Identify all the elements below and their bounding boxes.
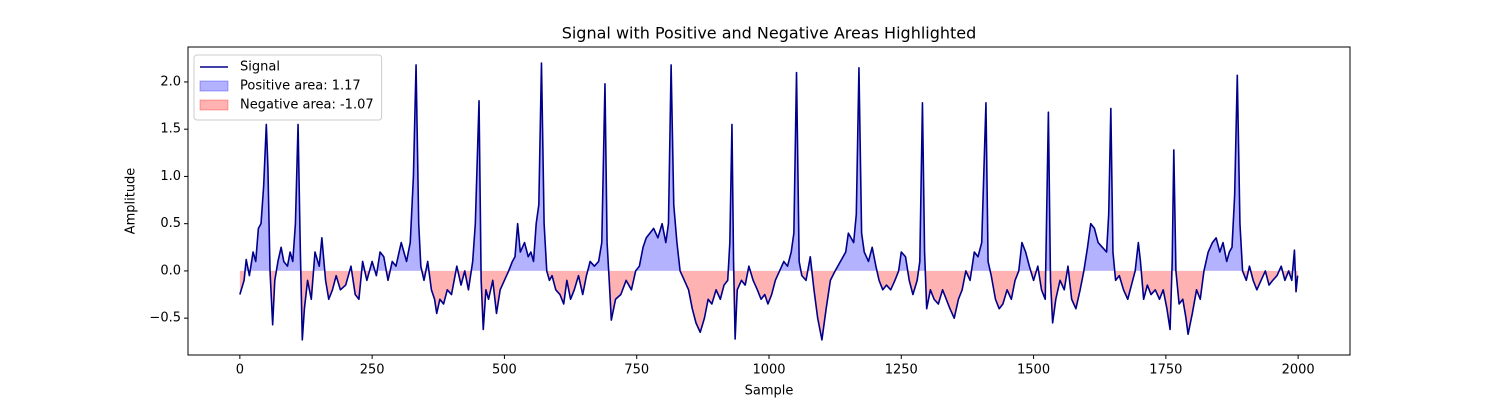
x-tick-label: 1000 [752, 363, 785, 378]
x-axis-label: Sample [745, 384, 794, 399]
x-tick-label: 1500 [1017, 363, 1050, 378]
y-tick-label: 1.0 [160, 169, 181, 184]
legend: Signal Positive area: 1.17 Negative area: … [193, 54, 383, 121]
legend-patch [199, 80, 229, 92]
x-tick-label: 750 [624, 363, 649, 378]
x-tick-label: 250 [360, 363, 385, 378]
legend-patch [199, 99, 229, 111]
area-fill [239, 270, 1298, 340]
axes-frame [187, 46, 1351, 356]
y-tick-label: −0.5 [149, 311, 181, 326]
chart-title: Signal with Positive and Negative Areas … [562, 24, 977, 43]
legend-label: Signal [240, 60, 280, 75]
signal-line [239, 62, 1299, 341]
x-tick-label: 0 [236, 363, 244, 378]
legend-label: Positive area: 1.17 [240, 79, 361, 94]
x-tick-label: 1750 [1149, 363, 1182, 378]
y-tick-label: 1.5 [160, 122, 181, 137]
y-axis-label: Amplitude [124, 168, 139, 235]
x-tick-label: 1250 [885, 363, 918, 378]
x-tick-label: 500 [492, 363, 517, 378]
y-tick-label: 0.5 [160, 216, 181, 231]
x-tick-label: 2000 [1282, 363, 1315, 378]
legend-label: Negative area: -1.07 [240, 98, 374, 113]
y-tick-label: 0.0 [160, 263, 181, 278]
legend-box [193, 54, 383, 121]
y-tick-label: 2.0 [160, 74, 181, 89]
